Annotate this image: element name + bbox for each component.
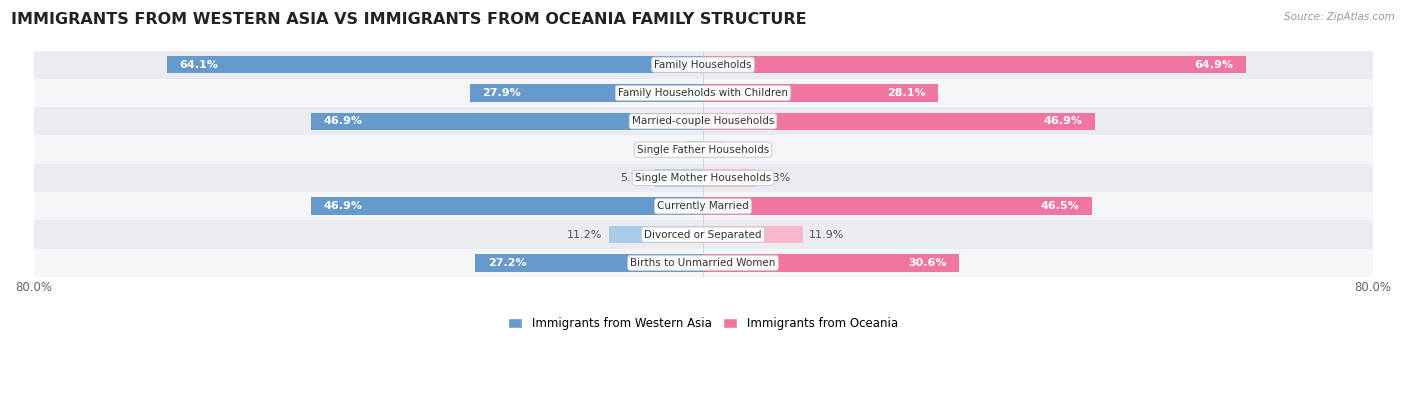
Bar (703, 84, 938, 102)
Text: 46.9%: 46.9% (323, 117, 363, 126)
Bar (703, 254, 959, 272)
Text: 2.5%: 2.5% (731, 145, 759, 154)
Text: Divorced or Separated: Divorced or Separated (644, 229, 762, 240)
Text: Single Father Households: Single Father Households (637, 145, 769, 154)
Bar (34, 249, 1372, 277)
Bar (703, 198, 1092, 215)
Text: 64.9%: 64.9% (1195, 60, 1233, 70)
Bar (34, 164, 1372, 192)
Text: 2.1%: 2.1% (651, 145, 679, 154)
Text: IMMIGRANTS FROM WESTERN ASIA VS IMMIGRANTS FROM OCEANIA FAMILY STRUCTURE: IMMIGRANTS FROM WESTERN ASIA VS IMMIGRAN… (11, 12, 807, 27)
Text: 11.2%: 11.2% (567, 229, 603, 240)
Text: 30.6%: 30.6% (908, 258, 946, 268)
Bar (703, 113, 1095, 130)
Legend: Immigrants from Western Asia, Immigrants from Oceania: Immigrants from Western Asia, Immigrants… (503, 312, 903, 335)
Bar (703, 226, 803, 243)
Text: 11.9%: 11.9% (810, 229, 845, 240)
Bar (34, 107, 1372, 135)
Bar (703, 56, 1246, 73)
Text: Married-couple Households: Married-couple Households (631, 117, 775, 126)
Bar (34, 51, 1372, 79)
Text: 46.9%: 46.9% (1043, 117, 1083, 126)
Text: 27.9%: 27.9% (482, 88, 520, 98)
Bar (34, 220, 1372, 249)
Text: Currently Married: Currently Married (657, 201, 749, 211)
Text: Family Households with Children: Family Households with Children (619, 88, 787, 98)
Text: 64.1%: 64.1% (179, 60, 218, 70)
Bar (470, 84, 703, 102)
Text: Family Households: Family Households (654, 60, 752, 70)
Bar (34, 192, 1372, 220)
Text: Births to Unmarried Women: Births to Unmarried Women (630, 258, 776, 268)
Text: 46.5%: 46.5% (1040, 201, 1080, 211)
Text: 28.1%: 28.1% (887, 88, 925, 98)
Text: 46.9%: 46.9% (323, 201, 363, 211)
Bar (655, 169, 703, 187)
Text: Source: ZipAtlas.com: Source: ZipAtlas.com (1284, 12, 1395, 22)
Bar (34, 79, 1372, 107)
Text: 5.7%: 5.7% (620, 173, 648, 183)
Bar (609, 226, 703, 243)
Text: Single Mother Households: Single Mother Households (636, 173, 770, 183)
Text: 6.3%: 6.3% (762, 173, 790, 183)
Bar (311, 198, 703, 215)
Text: 27.2%: 27.2% (488, 258, 527, 268)
Bar (475, 254, 703, 272)
Bar (703, 169, 755, 187)
Bar (166, 56, 703, 73)
Bar (703, 141, 724, 158)
Bar (34, 135, 1372, 164)
Bar (311, 113, 703, 130)
Bar (686, 141, 703, 158)
